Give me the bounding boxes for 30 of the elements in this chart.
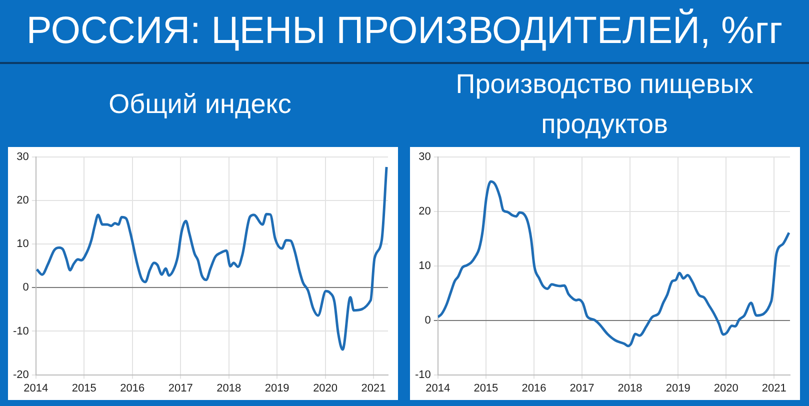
x-tick-label: 2015 bbox=[72, 382, 96, 394]
chart-title: РОССИЯ: ЦЕНЫ ПРОИЗВОДИТЕЛЕЙ, %гг bbox=[0, 0, 809, 64]
x-tick-label: 2015 bbox=[474, 382, 498, 394]
chart-subtitle: Общий индекс bbox=[108, 88, 292, 121]
y-tick-label: 20 bbox=[418, 205, 431, 218]
x-tick-label: 2014 bbox=[24, 382, 48, 394]
x-tick-label: 2018 bbox=[618, 382, 642, 394]
x-tick-label: 2019 bbox=[666, 382, 690, 394]
chart-subtitle: Производство пищевых продуктов bbox=[454, 68, 754, 141]
x-tick-label: 2020 bbox=[714, 382, 738, 394]
y-tick-label: 0 bbox=[424, 314, 431, 326]
x-tick-label: 2016 bbox=[120, 382, 145, 394]
x-tick-label: 2020 bbox=[313, 382, 338, 394]
y-tick-label: 30 bbox=[418, 151, 431, 164]
x-tick-label: 2017 bbox=[570, 382, 594, 394]
x-tick-label: 2021 bbox=[762, 382, 786, 394]
x-tick-label: 2021 bbox=[361, 382, 386, 394]
x-tick-label: 2019 bbox=[264, 382, 290, 394]
y-tick-label: -20 bbox=[12, 368, 29, 381]
x-tick-label: 2018 bbox=[216, 382, 242, 394]
x-tick-label: 2016 bbox=[522, 382, 546, 394]
y-tick-label: -10 bbox=[414, 368, 431, 381]
y-tick-label: -10 bbox=[12, 325, 29, 338]
x-tick-label: 2017 bbox=[168, 382, 193, 394]
x-tick-label: 2014 bbox=[426, 382, 450, 394]
y-tick-label: 10 bbox=[16, 238, 29, 250]
y-tick-label: 0 bbox=[22, 282, 29, 294]
y-tick-label: 20 bbox=[16, 194, 29, 207]
y-tick-label: 30 bbox=[16, 151, 29, 164]
y-tick-label: 10 bbox=[418, 260, 431, 272]
